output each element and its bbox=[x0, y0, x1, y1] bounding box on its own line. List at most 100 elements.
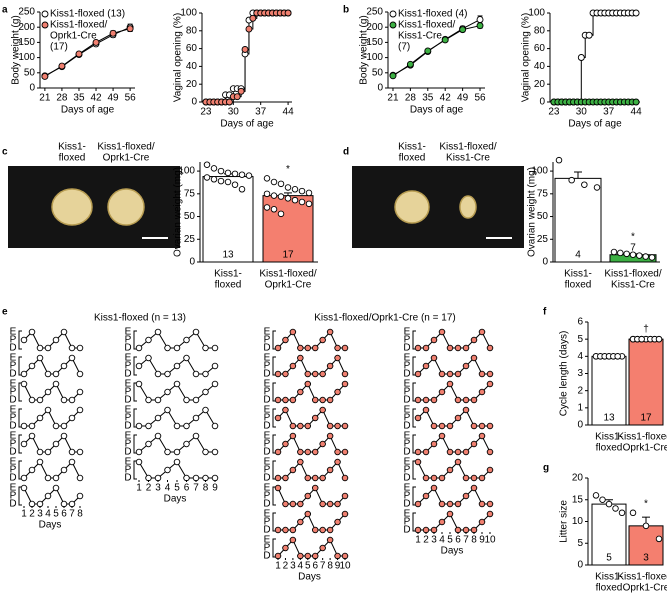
stage-bracket bbox=[272, 408, 276, 428]
cycle-point bbox=[183, 422, 190, 430]
stage-label: P bbox=[125, 439, 132, 450]
stage-bracket bbox=[272, 538, 276, 558]
cycle-point bbox=[319, 370, 326, 378]
cycle-point bbox=[173, 422, 181, 430]
stage-label: E bbox=[264, 405, 271, 416]
cycle-point bbox=[478, 388, 486, 396]
cycle-line bbox=[418, 383, 491, 401]
data-point bbox=[568, 176, 575, 184]
cycle-point bbox=[192, 414, 200, 422]
n-label: 3 bbox=[643, 553, 649, 564]
cycle-point bbox=[311, 484, 319, 492]
cycle-point bbox=[282, 396, 289, 404]
x-tick-label: 35 bbox=[73, 93, 85, 104]
cycle-point bbox=[422, 362, 430, 370]
y-tick-label: 50 bbox=[184, 211, 196, 222]
y-tick-label: 250 bbox=[366, 7, 383, 18]
y-tick-label: 0 bbox=[539, 97, 545, 108]
y-tick-label: 100 bbox=[531, 166, 548, 177]
y-tick-label: 0 bbox=[577, 560, 583, 571]
cycle-point bbox=[68, 414, 76, 422]
stage-label: E bbox=[264, 379, 271, 390]
data-point bbox=[263, 175, 271, 182]
cycle-point bbox=[462, 492, 470, 500]
cycle-point bbox=[274, 370, 282, 378]
cycle-point bbox=[422, 396, 430, 404]
x-tick-label: 7 bbox=[193, 483, 199, 494]
cycle-point bbox=[192, 432, 200, 440]
cycle-point bbox=[289, 500, 297, 508]
cycle-point bbox=[183, 396, 190, 404]
y-tick-label: 5 bbox=[577, 334, 583, 345]
stage-label: D bbox=[403, 369, 410, 380]
cycle-point bbox=[52, 336, 60, 344]
marker bbox=[389, 72, 397, 80]
stage-bracket bbox=[412, 408, 416, 428]
stage-label: P bbox=[264, 439, 271, 450]
cycle-point bbox=[202, 344, 209, 352]
cycle-point bbox=[135, 344, 143, 352]
cycle-point bbox=[76, 388, 84, 396]
stage-label: D bbox=[403, 343, 410, 354]
cycle-point bbox=[52, 380, 60, 388]
stage-label: E bbox=[404, 353, 411, 364]
data-point bbox=[555, 156, 563, 164]
data-point bbox=[203, 174, 211, 181]
y-tick-label: 80 bbox=[534, 25, 546, 36]
stage-label: D bbox=[263, 499, 270, 510]
stage-label: D bbox=[403, 473, 410, 484]
y-tick-label: 200 bbox=[366, 22, 383, 33]
cycle-point bbox=[52, 484, 60, 492]
cycle-point bbox=[422, 526, 430, 534]
series-line bbox=[553, 12, 637, 103]
legend-marker bbox=[389, 21, 397, 29]
stage-bracket bbox=[412, 460, 416, 480]
stage-bracket bbox=[133, 408, 137, 428]
legend-label: Kiss1-floxed/ bbox=[50, 20, 107, 31]
data-point bbox=[629, 251, 637, 258]
cycle-point bbox=[44, 474, 52, 482]
x-tick-label: 8 bbox=[77, 509, 83, 520]
cycle-point bbox=[438, 388, 446, 396]
cycle-point bbox=[319, 396, 326, 404]
x-tick-label: 3 bbox=[37, 509, 43, 520]
y-tick-label: 40 bbox=[534, 61, 546, 72]
stage-label: P bbox=[10, 439, 17, 450]
stage-label: D bbox=[124, 447, 131, 458]
stage-label: E bbox=[404, 431, 411, 442]
x-tick-label: 6 bbox=[312, 561, 318, 572]
cycle-point bbox=[282, 544, 289, 552]
cycle-point bbox=[135, 422, 143, 430]
cycle-point bbox=[192, 396, 200, 404]
stage-bracket bbox=[18, 434, 22, 454]
legend-marker bbox=[41, 10, 49, 18]
cycle-point bbox=[202, 474, 209, 482]
cycle-point bbox=[438, 422, 446, 430]
cycle-line bbox=[417, 357, 490, 375]
cycle-point bbox=[60, 500, 68, 508]
cycle-point bbox=[454, 448, 462, 456]
x-axis-label: Days bbox=[441, 546, 464, 557]
stage-label: D bbox=[9, 421, 16, 432]
cycle-point bbox=[183, 336, 190, 344]
cycle-point bbox=[486, 370, 494, 378]
cycle-point bbox=[486, 380, 494, 388]
cycle-point bbox=[446, 380, 454, 388]
stage-label: D bbox=[9, 473, 16, 484]
data-point bbox=[305, 189, 313, 197]
data-point bbox=[238, 186, 246, 193]
ovary bbox=[51, 188, 93, 226]
stage-bracket bbox=[272, 512, 276, 532]
cycle-point bbox=[470, 526, 478, 534]
x-tick-label: 37 bbox=[603, 107, 615, 118]
data-point bbox=[291, 196, 299, 204]
stage-bracket bbox=[272, 434, 276, 454]
cycle-point bbox=[430, 474, 438, 482]
category-label: Kiss1-floxed/ bbox=[617, 572, 667, 583]
stage-bracket bbox=[412, 486, 416, 506]
data-point bbox=[224, 169, 232, 177]
cycle-point bbox=[202, 406, 209, 414]
cycle-point bbox=[154, 432, 162, 440]
stage-label: D bbox=[9, 395, 16, 406]
cycle-line bbox=[418, 331, 491, 349]
